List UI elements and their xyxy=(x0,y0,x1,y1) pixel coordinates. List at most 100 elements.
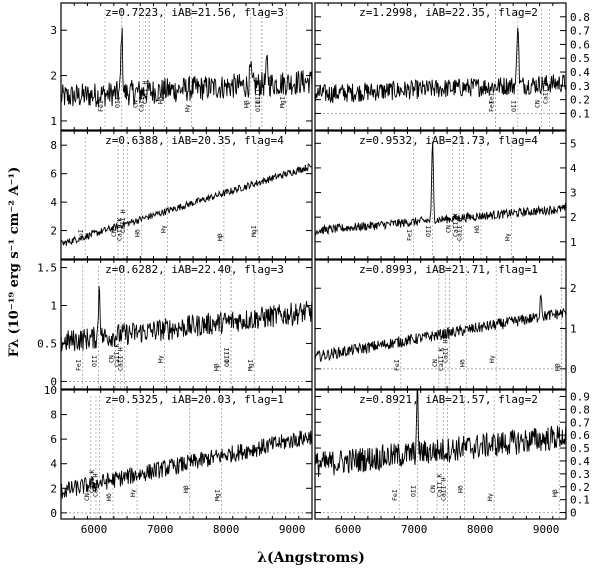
x-axis-label: λ(Angstroms) xyxy=(257,550,365,566)
panel-label: z=0.6388, iAB=20.35, flag=4 xyxy=(105,134,284,147)
y-tick-label: 8 xyxy=(50,409,57,422)
x-tick-label: 9000 xyxy=(279,523,306,536)
y-tick-label: 0.1 xyxy=(570,494,590,507)
y-tick-label: 0 xyxy=(570,507,577,520)
y-tick-label: 0.6 xyxy=(570,38,590,51)
y-tick-label: 2 xyxy=(50,70,57,83)
y-tick-label: 0.7 xyxy=(570,25,590,38)
panel-frame xyxy=(314,389,567,520)
line-marker-label: CaII H xyxy=(456,217,464,241)
y-tick-label: 10 xyxy=(44,384,57,397)
spectrum-line xyxy=(315,27,566,104)
line-marker-label: CaII K xyxy=(116,217,124,241)
line-marker-label: CN xyxy=(445,225,453,233)
x-tick-label: 6000 xyxy=(81,523,108,536)
line-marker-label: CaII K xyxy=(437,347,445,371)
line-marker-label: OII xyxy=(114,96,122,108)
y-tick-label: 0.4 xyxy=(570,455,590,468)
line-marker-label: CaII K xyxy=(137,88,145,112)
x-tick-label: 8000 xyxy=(213,523,240,536)
line-marker-label: OIII xyxy=(254,96,262,112)
y-tick-label: 3 xyxy=(570,187,577,200)
spectrum-line xyxy=(315,390,566,477)
x-tick-label: 8000 xyxy=(467,523,494,536)
line-marker-label: FeI xyxy=(77,229,85,241)
y-tick-label: 1 xyxy=(570,236,577,249)
y-tick-label: 0.7 xyxy=(570,416,590,429)
line-marker-label: Hδ xyxy=(458,359,466,367)
line-marker-label: MgI xyxy=(246,359,254,371)
line-marker-label: FeI xyxy=(488,92,496,104)
line-marker-label: OIII xyxy=(223,351,231,367)
line-marker-label: MgI xyxy=(250,225,258,237)
line-marker-label: CN xyxy=(131,100,139,108)
line-marker-label: Hβ xyxy=(212,363,220,371)
y-tick-label: 1 xyxy=(50,300,57,313)
line-marker-label: Hδ xyxy=(105,493,113,501)
line-marker-label: CN xyxy=(83,493,91,501)
line-marker-label: FeI xyxy=(75,359,83,371)
panel-label: z=0.5325, iAB=20.03, flag=1 xyxy=(105,393,284,406)
line-marker-label: MgI xyxy=(278,96,286,108)
spectrum-line xyxy=(61,163,312,246)
x-tick-label: 7000 xyxy=(147,523,174,536)
panel-label: z=0.8921, iAB=21.57, flag=2 xyxy=(359,393,538,406)
line-marker-label: CaII K xyxy=(88,469,96,493)
line-marker-label: CN xyxy=(107,355,115,363)
y-tick-label: 1 xyxy=(570,323,577,336)
y-tick-label: 1 xyxy=(50,115,57,128)
y-tick-label: 0.5 xyxy=(570,442,590,455)
line-marker-label: Hδ xyxy=(456,485,464,493)
line-marker-label: FeI xyxy=(391,489,399,501)
line-marker-label: CaII K xyxy=(435,473,443,497)
y-tick-label: 2 xyxy=(570,211,577,224)
line-marker-label: Hγ xyxy=(488,355,496,363)
y-tick-label: 0.2 xyxy=(570,481,590,494)
y-tick-label: 0.3 xyxy=(570,80,590,93)
line-marker-label: Hβ xyxy=(182,485,190,493)
y-tick-label: 0 xyxy=(50,507,57,520)
line-marker-label: Hδ xyxy=(473,225,481,233)
y-tick-label: 4 xyxy=(50,458,57,471)
panel-frame xyxy=(60,259,313,390)
line-marker-label: OII xyxy=(410,485,418,497)
line-marker-label: Hβ xyxy=(554,363,562,371)
spectrum-line xyxy=(61,27,312,108)
y-tick-label: 0.5 xyxy=(570,52,590,65)
line-marker-label: OII xyxy=(510,100,518,112)
y-tick-label: 2 xyxy=(50,225,57,238)
y-tick-label: 1.5 xyxy=(37,262,57,275)
panel-label: z=0.6282, iAB=22.40, flag=3 xyxy=(105,263,284,276)
panel-frame xyxy=(60,130,313,260)
panel-frame xyxy=(314,130,567,260)
panel-label: z=0.9532, iAB=21.73, flag=4 xyxy=(359,134,538,147)
y-tick-label: 0.9 xyxy=(570,390,590,403)
spectrum-line xyxy=(61,286,312,352)
line-marker-label: Hβ xyxy=(551,489,559,497)
panel-frame xyxy=(60,2,313,131)
y-tick-label: 6 xyxy=(50,433,57,446)
line-marker-label: Hγ xyxy=(504,233,512,241)
y-tick-label: 8 xyxy=(50,139,57,152)
line-marker-label: Hβ xyxy=(216,233,224,241)
y-tick-label: 4 xyxy=(570,162,577,175)
line-marker-label: OII xyxy=(425,225,433,237)
spectrum-line xyxy=(315,294,566,363)
y-tick-label: 5 xyxy=(570,137,577,150)
x-tick-label: 7000 xyxy=(401,523,428,536)
line-marker-label: Hγ xyxy=(183,104,191,112)
y-tick-label: 0.2 xyxy=(570,94,590,107)
line-marker-label: FeI xyxy=(97,100,105,112)
line-marker-label: OIII xyxy=(223,347,231,363)
line-marker-label: CN xyxy=(534,100,542,108)
y-tick-label: 0 xyxy=(50,375,57,388)
line-marker-label: CaII K xyxy=(451,213,459,237)
line-marker-label: FeI xyxy=(406,229,414,241)
line-marker-label: FeI xyxy=(393,359,401,371)
line-marker-label: CaII H xyxy=(141,80,149,104)
